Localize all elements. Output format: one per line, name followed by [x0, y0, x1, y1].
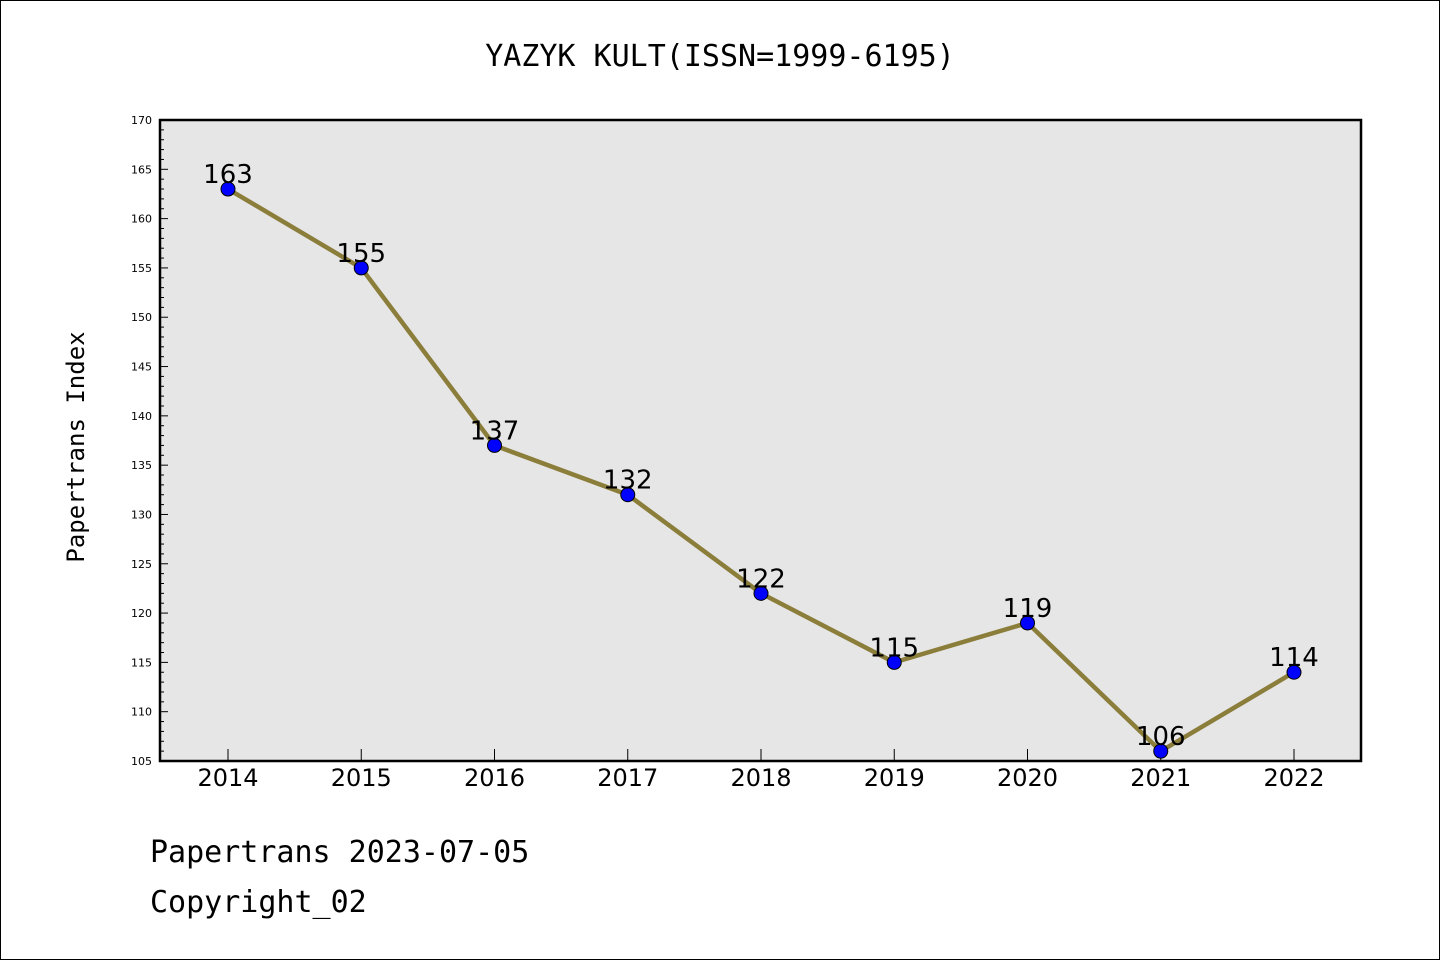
- data-labels: 163 155 137 132 122 115 119 106 114: [203, 160, 1319, 752]
- data-label: 122: [736, 564, 786, 594]
- chart-title: YAZYK KULT(ISSN=1999-6195): [485, 39, 955, 74]
- footer-date: Papertrans 2023-07-05: [150, 835, 530, 870]
- data-point: [620, 487, 636, 503]
- data-label: 163: [203, 160, 253, 190]
- series-layer: [220, 181, 1302, 759]
- y-tick-label: 110: [131, 706, 152, 719]
- data-label: 155: [336, 239, 386, 269]
- y-tick-label: 145: [131, 361, 152, 374]
- y-tick-label: 120: [131, 607, 152, 620]
- data-label: 115: [869, 633, 919, 663]
- x-tick-label: 2022: [1263, 764, 1324, 792]
- data-label: 132: [603, 466, 653, 496]
- y-tick-label: 115: [131, 656, 152, 669]
- y-tick-label: 170: [131, 114, 152, 127]
- data-point: [487, 437, 502, 453]
- x-tick-label: 2021: [1130, 764, 1191, 792]
- footer-copyright: Copyright_02: [150, 885, 367, 920]
- data-point: [886, 654, 902, 670]
- x-tick-label: 2018: [730, 764, 791, 792]
- y-tick-label: 160: [131, 213, 152, 226]
- data-label: 106: [1136, 722, 1186, 752]
- data-point: [1286, 664, 1302, 680]
- data-label: 114: [1269, 643, 1319, 673]
- x-tick-label: 2017: [597, 764, 658, 792]
- y-tick-label: 105: [131, 755, 152, 768]
- x-tick-label: 2014: [197, 764, 258, 792]
- y-tick-label: 150: [131, 311, 152, 324]
- data-point: [1153, 743, 1169, 759]
- x-tick-label: 2016: [464, 764, 525, 792]
- data-label: 119: [1003, 594, 1053, 624]
- y-tick-label: 155: [131, 262, 152, 275]
- y-axis-label: Papertrans Index: [62, 331, 90, 562]
- data-point: [753, 585, 769, 601]
- x-tick-label: 2019: [864, 764, 925, 792]
- data-point: [353, 260, 369, 276]
- y-tick-label: 135: [131, 459, 152, 472]
- data-point: [1020, 615, 1035, 631]
- x-tick-label: 2015: [331, 764, 392, 792]
- plot-area: [158, 118, 1363, 763]
- data-label: 137: [470, 416, 520, 446]
- y-tick-label: 165: [131, 163, 152, 176]
- x-tick-label: 2020: [997, 764, 1058, 792]
- y-tick-label: 130: [131, 508, 152, 521]
- x-axis: 2014 2015 2016 2017 2018 2019 2020 2021 2022: [197, 749, 1325, 792]
- data-point: [220, 181, 236, 197]
- y-tick-label: 125: [131, 558, 152, 571]
- y-axis: 105 110 115 120 125 130 135 140 145 150 155 160 165 1…: [131, 114, 168, 768]
- y-tick-label: 140: [131, 410, 152, 423]
